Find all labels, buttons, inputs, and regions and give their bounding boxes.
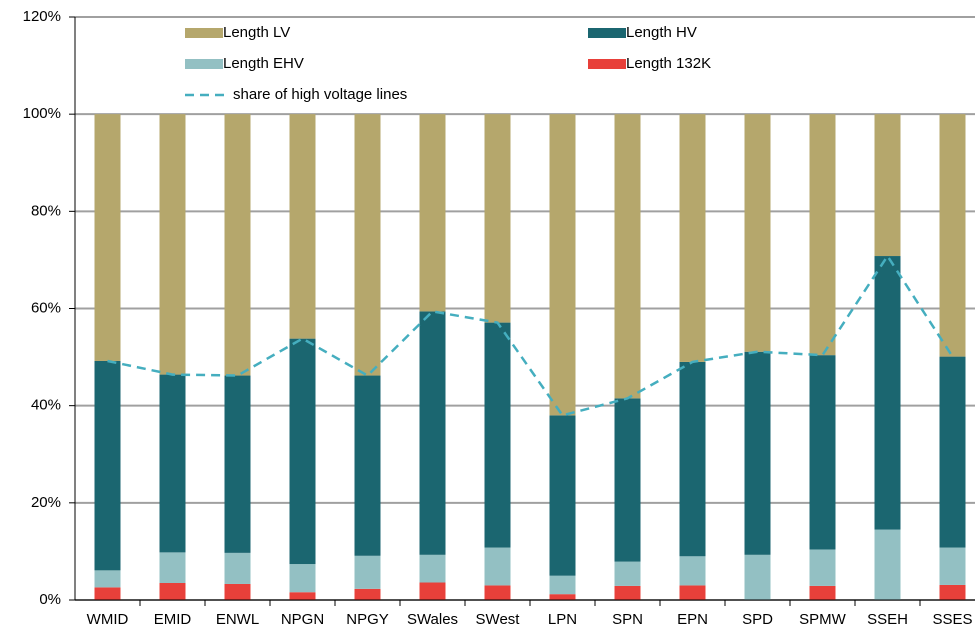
x-tick-label: EPN: [677, 611, 708, 628]
bar-segment: [289, 564, 316, 593]
bar-segment: [679, 114, 706, 362]
bar-segment: [939, 547, 966, 585]
bar-segment: [549, 415, 576, 576]
x-tick-label: SWest: [476, 611, 521, 628]
bar-segment: [354, 555, 381, 589]
bar-segment: [419, 554, 446, 583]
legend-swatch: [185, 59, 223, 69]
y-tick-label: 40%: [31, 397, 61, 414]
bar-segment: [94, 360, 121, 571]
bar-segment: [679, 361, 706, 557]
x-tick-label: WMID: [87, 611, 129, 628]
x-tick-label: SPMW: [799, 611, 847, 628]
bar-segment: [549, 114, 576, 416]
x-tick-label: ENWL: [216, 611, 259, 628]
legend-label: Length EHV: [223, 55, 304, 72]
bar-segment: [94, 570, 121, 588]
bar-segment: [484, 547, 511, 586]
bar-segment: [744, 114, 771, 352]
y-tick-label: 100%: [23, 105, 61, 122]
y-tick-label: 20%: [31, 494, 61, 511]
bar-segment: [484, 322, 511, 548]
x-tick-label: SPD: [742, 611, 773, 628]
y-tick-label: 120%: [23, 8, 61, 25]
bar-segment: [614, 561, 641, 586]
bar-segment: [809, 355, 836, 550]
line-series: [107, 253, 954, 417]
x-tick-label: EMID: [154, 611, 192, 628]
y-tick-label: 60%: [31, 299, 61, 316]
bar-segment: [744, 554, 771, 600]
bar-segment: [809, 114, 836, 356]
bar-segment: [549, 575, 576, 595]
bar-segment: [289, 338, 316, 565]
bar-segment: [159, 552, 186, 583]
bar-segment: [614, 398, 641, 562]
legend-swatch: [588, 28, 626, 38]
x-tick-label: SSES: [932, 611, 972, 628]
bar-segment: [874, 529, 901, 600]
bar-segment: [419, 114, 446, 312]
bar-segment: [939, 356, 966, 548]
bar-segment: [679, 556, 706, 586]
legend-label: share of high voltage lines: [233, 86, 407, 103]
legend-swatch: [588, 59, 626, 69]
bar-segment: [224, 583, 251, 600]
bar-segment: [159, 582, 186, 600]
x-tick-label: SSEH: [867, 611, 908, 628]
bar-segment: [289, 592, 316, 600]
bar-segment: [354, 588, 381, 600]
bar-segment: [224, 375, 251, 553]
bar-segment: [679, 585, 706, 600]
bar-segment: [354, 375, 381, 556]
bar-segment: [614, 114, 641, 399]
bar-segment: [809, 585, 836, 600]
bar-segment: [484, 114, 511, 323]
legend-swatch: [185, 28, 223, 38]
bar-segment: [614, 585, 641, 600]
bar-segment: [744, 351, 771, 555]
bar-segment: [224, 114, 251, 376]
bar-segment: [939, 584, 966, 600]
legend-label: Length 132K: [626, 55, 711, 72]
bar-segment: [874, 256, 901, 530]
bar-segment: [874, 114, 901, 257]
bar-segment: [159, 114, 186, 375]
bar-segment: [354, 114, 381, 376]
y-tick-label: 80%: [31, 202, 61, 219]
legend-label: Length LV: [223, 24, 290, 41]
bar-segment: [94, 114, 121, 361]
x-tick-label: SWales: [407, 611, 458, 628]
bar-segment: [159, 374, 186, 553]
bar-segment: [809, 549, 836, 586]
bar-segment: [549, 594, 576, 600]
x-tick-label: NPGN: [281, 611, 324, 628]
bar-segment: [224, 552, 251, 584]
x-tick-label: LPN: [548, 611, 577, 628]
bar-segment: [94, 587, 121, 600]
bar-segment: [289, 114, 316, 339]
y-tick-label: 0%: [39, 591, 61, 608]
legend-label: Length HV: [626, 24, 697, 41]
x-tick-label: NPGY: [346, 611, 389, 628]
bar-segment: [484, 585, 511, 600]
bar-segment: [419, 582, 446, 600]
bar-segment: [419, 311, 446, 555]
bar-segment: [939, 114, 966, 357]
x-tick-label: SPN: [612, 611, 643, 628]
